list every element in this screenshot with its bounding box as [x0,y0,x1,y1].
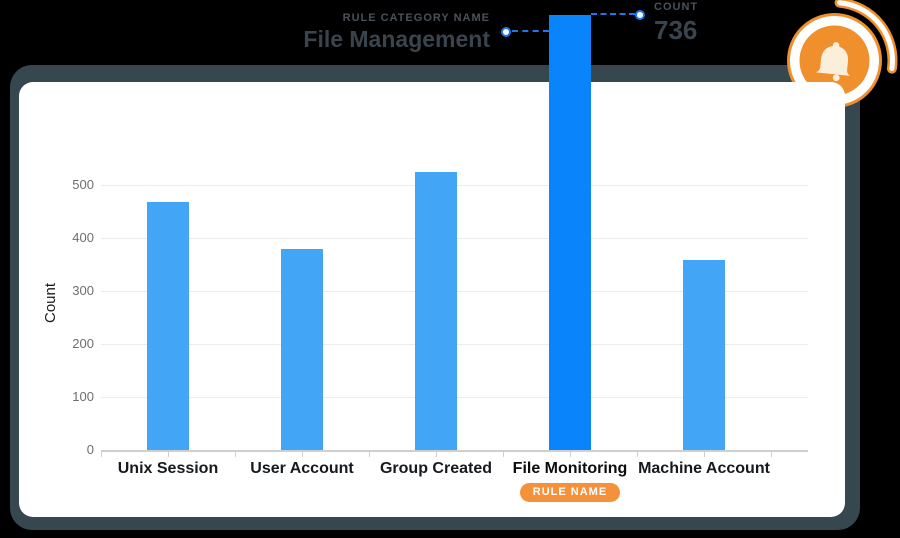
count-callout-value: 736 [654,15,698,45]
y-tick-label-0: 0 [86,442,94,457]
category-connector-dot [501,27,511,37]
bar-machine-account[interactable] [683,260,725,450]
count-connector-line [591,13,635,15]
y-tick-label-200: 200 [72,336,94,351]
bar-unix-session[interactable] [147,202,189,450]
count-callout: COUNT 736 [654,1,698,46]
x-tick-mark [503,452,504,457]
bar-user-account[interactable] [281,249,323,450]
category-label-user-account: User Account [250,460,354,477]
category-connector-line [512,30,549,32]
plot-area: RULE NAME 0 100 200 300 400 500 Unix Session Us… [72,15,808,502]
y-tick-label-400: 400 [72,230,94,245]
rule-name-badge: RULE NAME [520,483,620,502]
count-callout-label: COUNT [654,1,699,13]
x-tick-mark [101,452,102,457]
swoosh-arc [837,0,895,72]
x-axis-line [101,450,808,452]
category-label-group-created: Group Created [379,460,492,477]
x-tick-mark [302,452,303,457]
category-label-machine-account: Machine Account [638,460,770,477]
bar-file-monitoring[interactable] [549,15,591,450]
y-tick-label-500: 500 [72,177,94,192]
category-callout-value: File Management [303,26,490,52]
category-callout: RULE CATEGORY NAME File Management [303,12,490,53]
x-tick-mark [235,452,236,457]
x-tick-mark [168,452,169,457]
x-tick-mark [369,452,370,457]
bar-group-created[interactable] [415,172,457,450]
category-callout-label: RULE CATEGORY NAME [342,12,490,24]
bell-glyph [816,42,851,82]
x-tick-mark [637,452,638,457]
category-label-unix-session: Unix Session [117,460,219,477]
y-tick-label-100: 100 [72,389,94,404]
count-connector-dot [635,10,645,20]
x-tick-mark [436,452,437,457]
x-tick-mark [771,452,772,457]
y-tick-label-300: 300 [72,283,94,298]
x-tick-mark [704,452,705,457]
y-axis-title: Count [42,282,59,324]
x-tick-mark [570,452,571,457]
category-label-file-monitoring: File Monitoring [512,460,628,477]
